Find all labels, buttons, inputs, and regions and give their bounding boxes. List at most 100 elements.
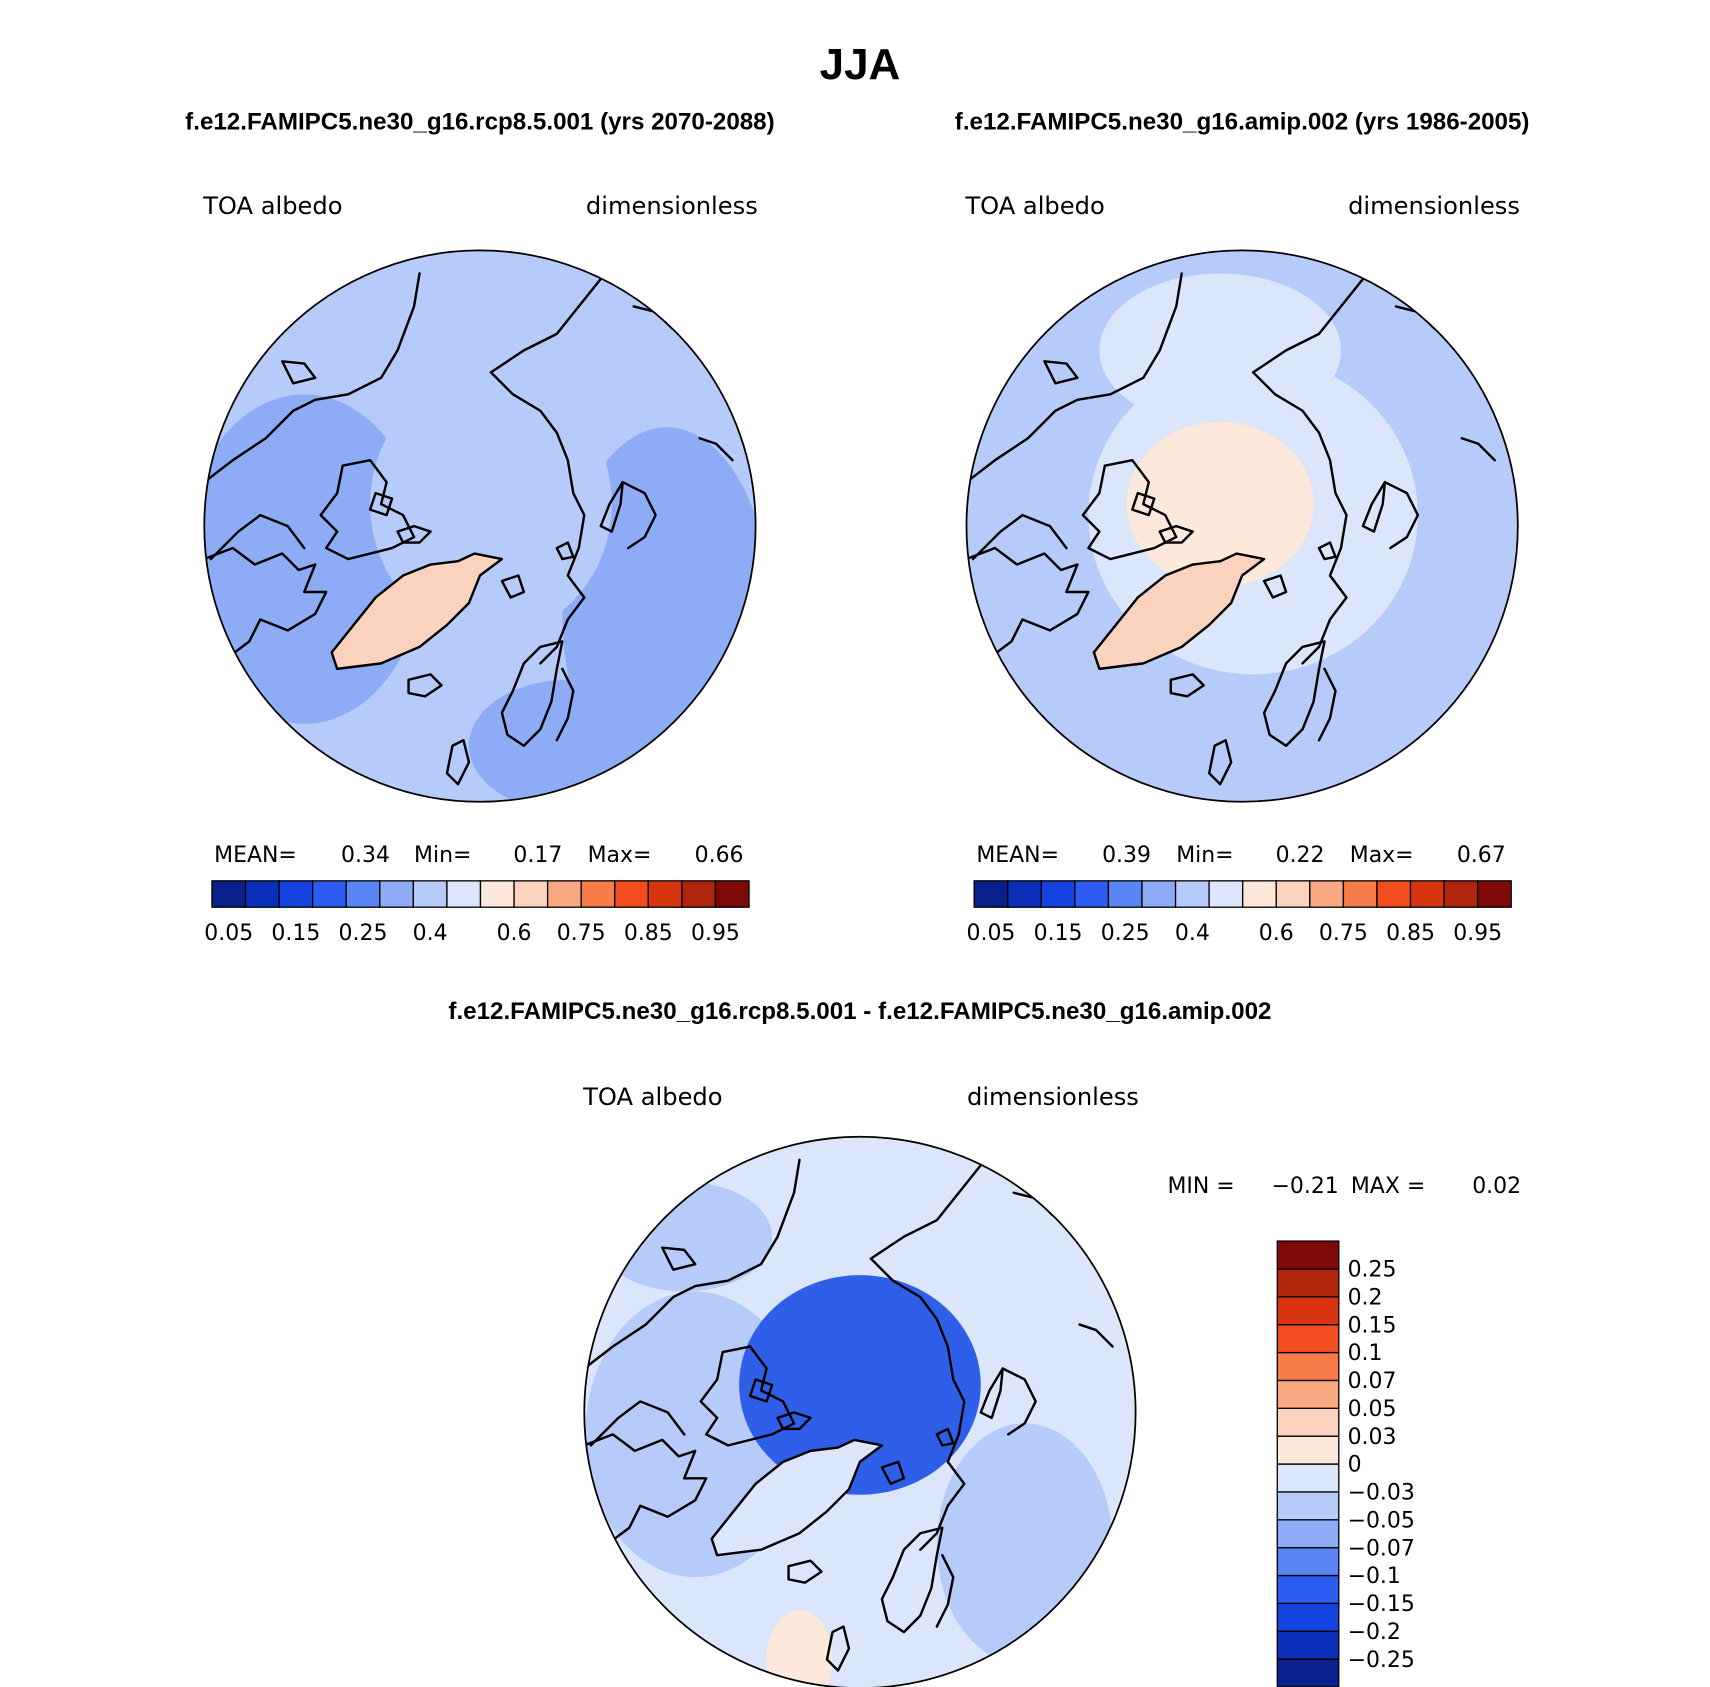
colorbar-tick-label: 0.03 — [1348, 1425, 1397, 1450]
colorbar-box — [614, 880, 649, 908]
colorbar-tick-label: 0.6 — [1259, 921, 1294, 946]
max-label: MAX = — [1351, 1174, 1425, 1199]
min-label: Min= — [414, 843, 471, 868]
colorbar-tick-label: 0.15 — [1034, 921, 1083, 946]
polar-map — [203, 249, 757, 803]
colorbar-tick-label: −0.1 — [1348, 1564, 1401, 1589]
colorbar-horizontal: 0.05 0.15 0.25 0.4 0.6 0.75 0.85 0.95 — [204, 880, 750, 946]
colorbar-tick-label: 0.15 — [271, 921, 320, 946]
mean-label: MEAN= — [976, 843, 1059, 868]
min-label: MIN = — [1167, 1174, 1234, 1199]
colorbar-tick-label: 0.85 — [1386, 921, 1435, 946]
polar-map — [583, 1135, 1137, 1687]
max-value: 0.66 — [695, 843, 744, 868]
colorbar-box — [1276, 1240, 1340, 1270]
colorbar-tick-label: 0.1 — [1348, 1341, 1383, 1366]
panel-case-title: f.e12.FAMIPC5.ne30_g16.amip.002 (yrs 198… — [955, 109, 1530, 136]
colorbar-box — [647, 880, 683, 908]
min-value: −0.21 — [1272, 1174, 1339, 1199]
colorbar-box — [345, 880, 381, 908]
colorbar-box — [1276, 1296, 1340, 1326]
main-title: JJA — [820, 40, 901, 89]
field-margin — [936, 1423, 1113, 1666]
colorbar-box — [312, 880, 347, 908]
stats-line: MIN = −0.21 MAX = 0.02 — [1167, 1174, 1521, 1199]
colorbar-tick-label: 0.15 — [1348, 1313, 1397, 1338]
colorbar-tick-label: 0.25 — [1348, 1258, 1397, 1283]
panel-case-title: f.e12.FAMIPC5.ne30_g16.rcp8.5.001 (yrs 2… — [185, 109, 774, 136]
colorbar-box — [1276, 1407, 1340, 1437]
field-arctic — [1126, 421, 1314, 587]
colorbar-tick-label: 0.85 — [624, 921, 673, 946]
colorbar-box — [1141, 880, 1177, 908]
colorbar-box — [244, 880, 280, 908]
colorbar-tick-label: −0.05 — [1348, 1508, 1415, 1533]
variable-label: TOA albedo — [964, 192, 1104, 220]
colorbar-tick-label: 0.75 — [557, 921, 606, 946]
colorbar-box — [1208, 880, 1244, 908]
colorbar-box — [714, 880, 750, 908]
colorbar-box — [513, 880, 549, 908]
colorbar-box — [379, 880, 415, 908]
min-label: Min= — [1176, 843, 1233, 868]
units-label: dimensionless — [967, 1083, 1139, 1111]
colorbar-tick-label: 0.05 — [204, 921, 253, 946]
polar-map — [965, 249, 1519, 803]
mean-value: 0.34 — [341, 843, 390, 868]
colorbar-tick-label: 0.95 — [1453, 921, 1502, 946]
colorbar-box — [580, 880, 616, 908]
min-value: 0.17 — [513, 843, 562, 868]
field-greenland — [711, 1439, 882, 1556]
colorbar-box — [1276, 1491, 1340, 1521]
max-value: 0.67 — [1457, 843, 1506, 868]
mean-label: MEAN= — [214, 843, 297, 868]
colorbar-box — [1376, 880, 1412, 908]
map-boundary — [203, 249, 757, 803]
colorbar-box — [1276, 1379, 1340, 1409]
colorbar-box — [546, 880, 582, 908]
colorbar-tick-label: 0.05 — [1348, 1397, 1397, 1422]
colorbar-box — [412, 880, 448, 908]
colorbar-horizontal: 0.05 0.15 0.25 0.4 0.6 0.75 0.85 0.95 — [966, 880, 1512, 946]
colorbar-tick-label: −0.03 — [1348, 1481, 1415, 1506]
colorbar-tick-label: −0.25 — [1348, 1648, 1415, 1673]
variable-label: TOA albedo — [202, 192, 342, 220]
field-greenland — [331, 553, 502, 669]
field-margin — [596, 1181, 773, 1292]
colorbar-box — [681, 880, 717, 908]
colorbar-box — [1107, 880, 1143, 908]
units-label: dimensionless — [1348, 192, 1520, 220]
colorbar-tick-label: 0.25 — [339, 921, 388, 946]
panel-amip: f.e12.FAMIPC5.ne30_g16.amip.002 (yrs 198… — [955, 109, 1530, 947]
colorbar-box — [1275, 880, 1311, 908]
colorbar-tick-label: −0.07 — [1348, 1536, 1415, 1561]
panel-case-title: f.e12.FAMIPC5.ne30_g16.rcp8.5.001 - f.e1… — [448, 998, 1271, 1025]
colorbar-box — [1476, 880, 1512, 908]
colorbar-box — [446, 880, 482, 908]
colorbar-tick-label: 0.75 — [1319, 921, 1368, 946]
colorbar-tick-label: 0.2 — [1348, 1286, 1383, 1311]
colorbar-tick-label: 0.25 — [1101, 921, 1150, 946]
max-value: 0.02 — [1472, 1174, 1521, 1199]
field-arctic — [739, 1275, 981, 1495]
colorbar-box — [1174, 880, 1210, 908]
colorbar-box — [1276, 1463, 1340, 1493]
colorbar-box — [1276, 1658, 1340, 1687]
stats-line: MEAN= 0.39 Min= 0.22 Max= 0.67 — [976, 843, 1505, 868]
colorbar-box — [1276, 1435, 1340, 1465]
colorbar-box — [1276, 1324, 1340, 1354]
map-boundary — [965, 249, 1519, 803]
colorbar-tick-label: 0.4 — [413, 921, 448, 946]
colorbar-box — [1342, 880, 1378, 908]
colorbar-box — [1276, 1351, 1340, 1382]
colorbar-box — [479, 880, 515, 908]
units-label: dimensionless — [586, 192, 758, 220]
colorbar-box — [1040, 880, 1076, 908]
colorbar-tick-label: 0.95 — [691, 921, 740, 946]
colorbar-box — [1276, 1630, 1340, 1660]
colorbar-box — [1007, 880, 1042, 908]
map-boundary — [583, 1135, 1137, 1687]
stats-line: MEAN= 0.34 Min= 0.17 Max= 0.66 — [214, 843, 743, 868]
field-margin — [468, 679, 667, 802]
variable-label: TOA albedo — [582, 1083, 722, 1111]
